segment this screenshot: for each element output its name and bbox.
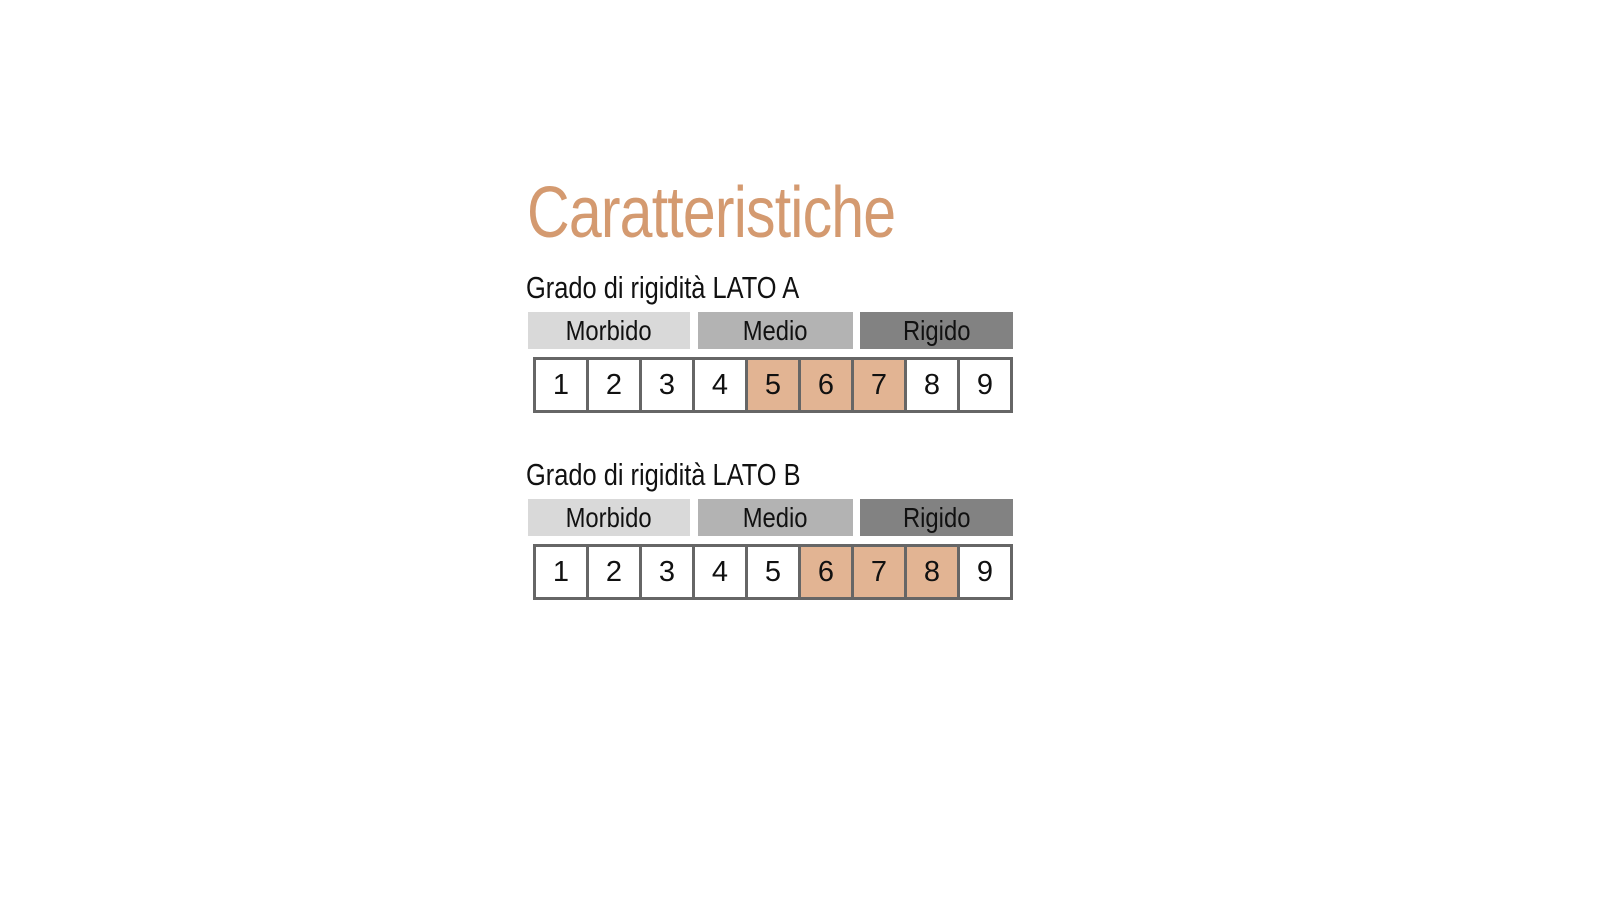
category-rigido: Rigido — [860, 312, 1013, 349]
level-cell-6: 6 — [801, 547, 851, 597]
category-label: Morbido — [565, 314, 652, 346]
category-morbido: Morbido — [528, 312, 690, 349]
stiffness-categories: Morbido Medio Rigido 1 2 3 4 5 6 7 8 9 — [526, 312, 1013, 413]
section-label: Grado di rigidità LATO A — [526, 270, 800, 305]
level-cell-6: 6 — [801, 360, 851, 410]
level-cell-9: 9 — [960, 360, 1010, 410]
category-medio: Medio — [698, 312, 853, 349]
category-label: Morbido — [565, 501, 652, 533]
level-cell-4: 4 — [695, 547, 745, 597]
category-morbido: Morbido — [528, 499, 690, 536]
level-cell-2: 2 — [589, 360, 639, 410]
stiffness-categories: Morbido Medio Rigido 1 2 3 4 5 6 7 8 9 — [526, 499, 1013, 600]
category-label: Medio — [743, 314, 808, 346]
section-lato-a: Grado di rigidità LATO A Morbido Medio Rig… — [526, 270, 1013, 413]
level-cell-8: 8 — [907, 547, 957, 597]
level-cell-8: 8 — [907, 360, 957, 410]
section-lato-b: Grado di rigidità LATO B Morbido Medio Rig… — [526, 457, 1013, 600]
category-label: Rigido — [902, 314, 971, 346]
level-cell-4: 4 — [695, 360, 745, 410]
level-cell-9: 9 — [960, 547, 1010, 597]
category-label: Medio — [743, 501, 808, 533]
level-cell-1: 1 — [536, 547, 586, 597]
level-cell-7: 7 — [854, 360, 904, 410]
section-label: Grado di rigidità LATO B — [526, 457, 801, 492]
category-label: Rigido — [902, 501, 971, 533]
page-title: Caratteristiche — [527, 173, 896, 253]
level-cell-5: 5 — [748, 360, 798, 410]
level-cell-2: 2 — [589, 547, 639, 597]
level-cell-3: 3 — [642, 547, 692, 597]
category-medio: Medio — [698, 499, 853, 536]
level-cell-1: 1 — [536, 360, 586, 410]
level-cell-7: 7 — [854, 547, 904, 597]
level-cell-3: 3 — [642, 360, 692, 410]
level-cell-5: 5 — [748, 547, 798, 597]
category-rigido: Rigido — [860, 499, 1013, 536]
